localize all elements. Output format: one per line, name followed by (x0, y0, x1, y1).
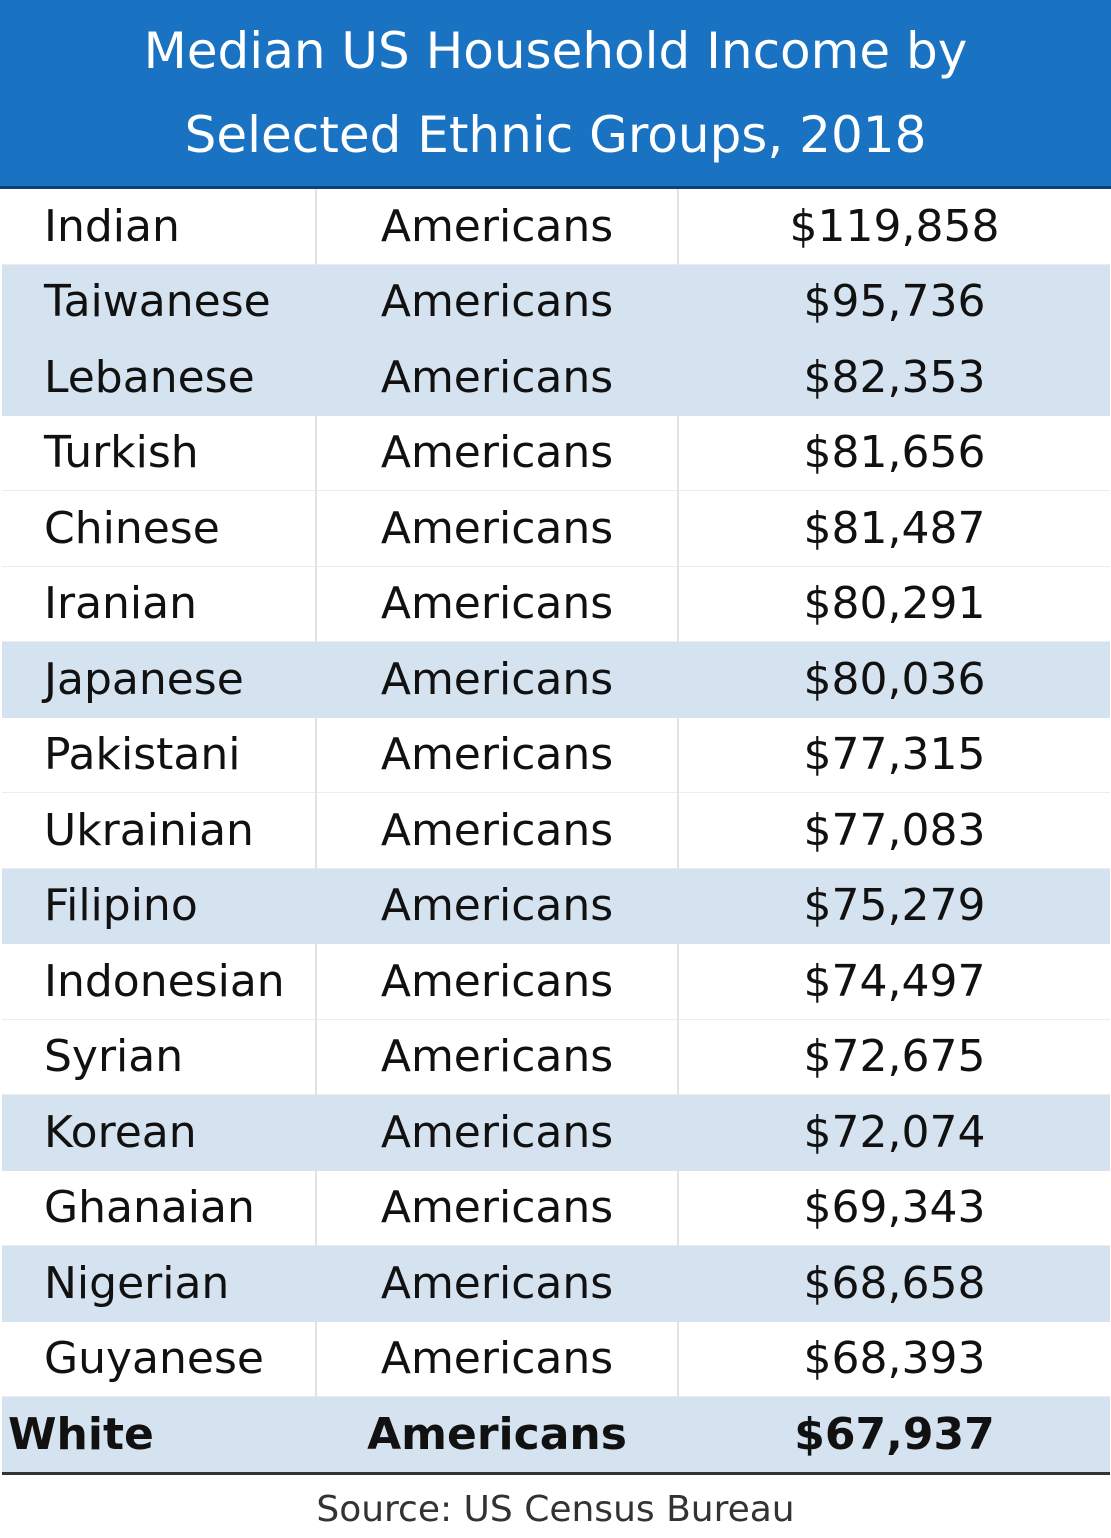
group-cell: Pakistani (2, 717, 317, 793)
table-row: Nigerian Americans $68,658 (2, 1245, 1110, 1322)
table-row: Ukrainian Americans $77,083 (2, 792, 1110, 869)
table-row: Filipino Americans $75,279 (2, 868, 1110, 944)
title: Median US Household Income by Selected E… (143, 22, 968, 164)
label-cell: Americans (316, 566, 679, 642)
source-note: Source: US Census Bureau (316, 1488, 795, 1530)
group-cell: Iranian (2, 566, 317, 642)
table-row: Lebanese Americans $82,353 (2, 339, 1110, 416)
label-cell: Americans (316, 339, 679, 416)
income-cell: $81,656 (678, 415, 1110, 491)
group-cell: Ghanaian (2, 1170, 317, 1246)
header: Median US Household Income by Selected E… (0, 0, 1111, 189)
label-cell: Americans (316, 717, 679, 793)
income-cell: $80,291 (678, 566, 1110, 642)
group-cell: Japanese (2, 641, 317, 718)
income-cell: $68,393 (678, 1321, 1110, 1397)
label-cell: Americans (316, 868, 679, 944)
income-cell: $75,279 (678, 868, 1110, 944)
table-row: White Americans $67,937 (2, 1396, 1110, 1475)
label-cell: Americans (316, 1321, 679, 1397)
group-cell: Lebanese (2, 339, 317, 416)
table-row: Guyanese Americans $68,393 (2, 1321, 1110, 1397)
group-cell: Guyanese (2, 1321, 317, 1397)
income-cell: $77,315 (678, 717, 1110, 793)
table-row: Turkish Americans $81,656 (2, 415, 1110, 491)
label-cell: Americans (316, 490, 679, 567)
label-cell: Americans (316, 264, 679, 340)
income-cell: $77,083 (678, 792, 1110, 869)
table-row: Ghanaian Americans $69,343 (2, 1170, 1110, 1246)
group-cell: Ukrainian (2, 792, 317, 869)
group-cell: Chinese (2, 490, 317, 567)
income-cell: $67,937 (678, 1396, 1110, 1475)
income-cell: $119,858 (678, 189, 1110, 265)
table-row: Indonesian Americans $74,497 (2, 943, 1110, 1020)
income-cell: $69,343 (678, 1170, 1110, 1246)
label-cell: Americans (316, 1245, 679, 1322)
group-cell: Filipino (2, 868, 317, 944)
income-cell: $72,675 (678, 1019, 1110, 1095)
table-row: Taiwanese Americans $95,736 (2, 264, 1110, 340)
income-cell: $95,736 (678, 264, 1110, 340)
income-cell: $72,074 (678, 1094, 1110, 1171)
group-cell: Taiwanese (2, 264, 317, 340)
table-row: Pakistani Americans $77,315 (2, 717, 1110, 793)
table-row: Korean Americans $72,074 (2, 1094, 1110, 1171)
group-cell: White (2, 1396, 317, 1475)
table-body: Indian Americans $119,858 Taiwanese American… (2, 189, 1110, 1475)
income-cell: $74,497 (678, 943, 1110, 1020)
group-cell: Indian (2, 189, 317, 265)
income-cell: $82,353 (678, 339, 1110, 416)
table-row: Japanese Americans $80,036 (2, 641, 1110, 718)
table-row: Indian Americans $119,858 (2, 189, 1110, 265)
income-cell: $68,658 (678, 1245, 1110, 1322)
label-cell: Americans (316, 943, 679, 1020)
table-row: Iranian Americans $80,291 (2, 566, 1110, 642)
group-cell: Korean (2, 1094, 317, 1171)
group-cell: Nigerian (2, 1245, 317, 1322)
label-cell: Americans (316, 415, 679, 491)
group-cell: Turkish (2, 415, 317, 491)
label-cell: Americans (316, 792, 679, 869)
label-cell: Americans (316, 1396, 679, 1475)
table-row: Syrian Americans $72,675 (2, 1019, 1110, 1095)
group-cell: Syrian (2, 1019, 317, 1095)
income-table: Indian Americans $119,858 Taiwanese American… (2, 189, 1110, 1475)
label-cell: Americans (316, 189, 679, 265)
label-cell: Americans (316, 1170, 679, 1246)
group-cell: Indonesian (2, 943, 317, 1020)
income-cell: $80,036 (678, 641, 1110, 718)
label-cell: Americans (316, 641, 679, 718)
income-cell: $81,487 (678, 490, 1110, 567)
table-row: Chinese Americans $81,487 (2, 490, 1110, 567)
label-cell: Americans (316, 1094, 679, 1171)
label-cell: Americans (316, 1019, 679, 1095)
